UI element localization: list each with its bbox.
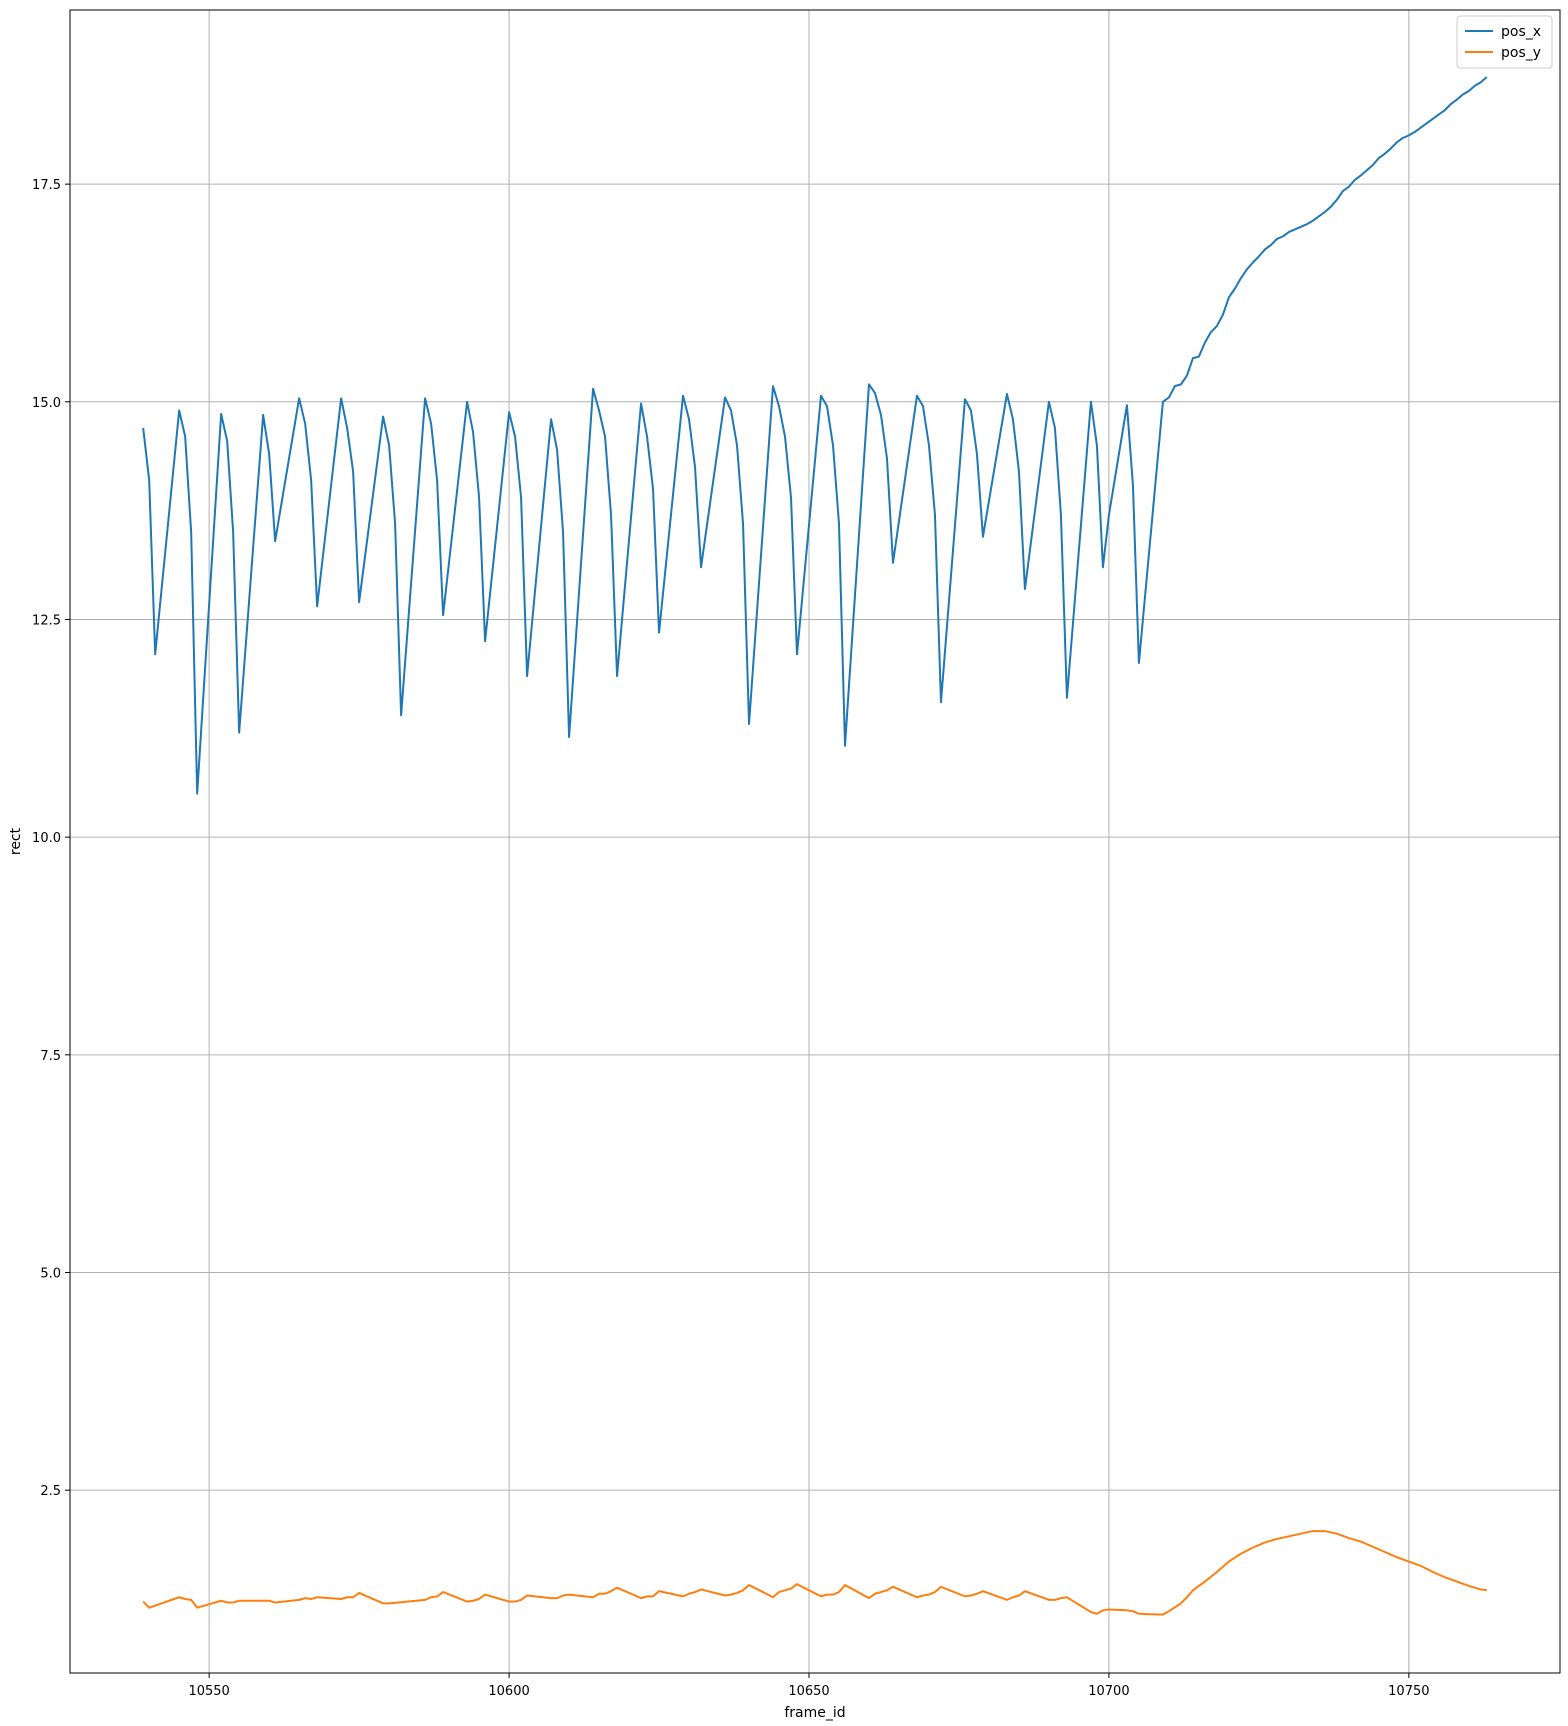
- y-tick-label: 17.5: [32, 178, 61, 193]
- legend-box: [1456, 15, 1553, 69]
- x-tick-label: 10550: [188, 1684, 229, 1699]
- series-line-pos-y: [142, 1530, 1487, 1616]
- y-axis-label: rect: [8, 827, 24, 855]
- y-tick-label: 10.0: [32, 831, 61, 846]
- y-tick-label: 15.0: [32, 396, 61, 411]
- series-line-pos-x: [142, 76, 1488, 795]
- grid-lines: [70, 10, 1560, 1673]
- legend-label: pos_x: [1501, 24, 1541, 40]
- legend-label: pos_y: [1501, 45, 1541, 61]
- x-tick-label: 10700: [1088, 1684, 1129, 1699]
- y-tick-label: 12.5: [32, 613, 61, 628]
- series-lines: [142, 76, 1488, 1616]
- x-tick-label: 10650: [788, 1684, 829, 1699]
- y-tick-label: 2.5: [40, 1484, 61, 1499]
- axis-ticks: 10550 10600 10650 10700 10750 2.5 5.0 7.5 10.0 12…: [32, 178, 1429, 1699]
- x-tick-label: 10600: [488, 1684, 529, 1699]
- y-tick-label: 5.0: [40, 1266, 61, 1281]
- y-tick-label: 7.5: [40, 1049, 61, 1064]
- x-tick-label: 10750: [1388, 1684, 1429, 1699]
- legend: pos_x pos_y: [1456, 15, 1553, 69]
- x-axis-label: frame_id: [784, 1705, 845, 1721]
- plot-area-frame: [69, 9, 1561, 1674]
